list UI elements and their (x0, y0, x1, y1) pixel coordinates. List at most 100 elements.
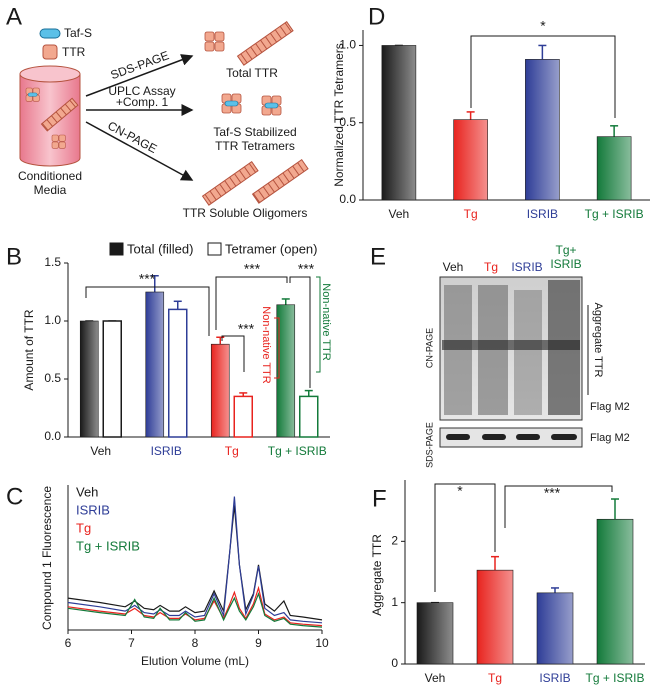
x-tick-label: 8 (192, 636, 199, 650)
x-tick-label: Veh (425, 671, 446, 685)
significance-label: *** (139, 271, 156, 287)
gel-label: SDS-PAGE (424, 422, 434, 468)
bar (476, 569, 514, 665)
band (442, 340, 580, 350)
bar (596, 518, 634, 665)
y-axis-label: Aggregate TTR (370, 534, 384, 616)
significance-bracket (221, 335, 245, 372)
y-axis-label: Compound 1 Fluorescence (40, 486, 54, 630)
lane-label: Veh (443, 260, 464, 274)
y-tick-label: 1.0 (44, 313, 61, 327)
panel-e: E Veh Tg ISRIB Tg+ ISRIB CN-PAGE SDS-PAG… (370, 243, 630, 468)
method-label: UPLC Assay (108, 84, 175, 98)
ttr-icon (42, 44, 58, 60)
significance-bracket (504, 485, 613, 528)
significance-label: *** (244, 261, 261, 277)
legend-label: Tg (76, 520, 91, 535)
significance-label: *** (238, 321, 255, 337)
panel-label: D (368, 3, 385, 30)
bar (233, 395, 253, 438)
tetramer-icon (262, 96, 281, 115)
panel-a: A Taf-S TTR Conditioned Media SDS-PAGE U… (6, 3, 309, 220)
panel-label: F (372, 485, 387, 512)
panel-label: E (370, 243, 386, 270)
panel-label: C (6, 483, 23, 510)
annotation: Non-native TTR (260, 306, 272, 383)
significance-label: *** (544, 485, 561, 501)
lane-label: ISRIB (550, 257, 581, 271)
significance-bracket (434, 483, 496, 592)
source-label: Conditioned (18, 169, 82, 183)
legend-label: Tg + ISRIB (76, 538, 140, 553)
band-label: Flag M2 (590, 432, 630, 444)
output-label: Total TTR (226, 66, 278, 80)
y-tick-label: 0.5 (339, 115, 356, 129)
legend-label: Veh (76, 484, 98, 499)
x-tick-label: Tg + ISRIB (585, 207, 644, 221)
significance-label: * (540, 18, 546, 34)
lane-label: ISRIB (511, 260, 542, 274)
bar (381, 45, 417, 201)
x-tick-label: Tg + ISRIB (585, 671, 644, 685)
y-tick-label: 1 (391, 595, 398, 609)
line-series (67, 591, 323, 628)
lane-smear (514, 290, 542, 415)
line-series (67, 585, 323, 627)
band (551, 434, 577, 440)
bar (416, 602, 454, 665)
oligomer-icon (201, 161, 259, 206)
significance-bracket (470, 35, 616, 118)
y-tick-label: 0.5 (44, 371, 61, 385)
legend-label: Tetramer (open) (225, 241, 317, 256)
x-tick-label: 10 (315, 636, 329, 650)
x-tick-label: Tg (488, 671, 502, 685)
legend-swatch (109, 242, 124, 256)
x-tick-label: ISRIB (151, 444, 182, 458)
oligomer-icon (40, 97, 79, 132)
legend-label: ISRIB (76, 502, 110, 517)
y-tick-label: 0.0 (44, 429, 61, 443)
x-tick-label: 7 (128, 636, 135, 650)
band-label: Aggregate TTR (592, 302, 604, 377)
method-label: SDS-PAGE (109, 48, 171, 82)
x-tick-label: Tg (464, 207, 478, 221)
x-tick-label: Tg (225, 444, 239, 458)
band (516, 434, 540, 440)
x-tick-label: Veh (90, 444, 111, 458)
significance-bracket (316, 276, 321, 373)
bar (536, 592, 574, 665)
x-axis-label: Elution Volume (mL) (141, 654, 249, 668)
legend-label: TTR (62, 45, 86, 59)
source-label: Media (34, 183, 67, 197)
significance-bracket (215, 276, 288, 330)
method-label: +Comp. 1 (116, 95, 169, 109)
y-axis-label: Amount of TTR (22, 309, 36, 390)
arrow (85, 54, 194, 97)
tetramer-icon (204, 31, 225, 52)
x-tick-label: ISRIB (527, 207, 558, 221)
panel-label: B (6, 243, 22, 270)
sds-page-gel (439, 427, 583, 448)
lane-label: Tg (484, 260, 498, 274)
y-axis-label: Normalized TTR Tetramers (332, 43, 346, 187)
bar (79, 320, 99, 438)
x-tick-label: Veh (389, 207, 410, 221)
legend-label: Taf-S (64, 26, 92, 40)
lane-label: Tg+ (555, 243, 576, 257)
legend-swatch (207, 242, 222, 256)
output-label: TTR Tetramers (215, 139, 295, 153)
arrow (85, 121, 194, 181)
gel-label: CN-PAGE (424, 328, 434, 368)
media-tube-top (19, 65, 81, 83)
y-tick-label: 1.0 (339, 38, 356, 52)
bar (299, 395, 319, 438)
bar (453, 119, 488, 201)
significance-label: * (457, 483, 463, 499)
bar (210, 343, 230, 438)
bar (102, 320, 122, 438)
oligomer-icon (236, 21, 294, 66)
legend-label: Total (filled) (127, 241, 193, 256)
oligomer-icon (251, 159, 309, 204)
y-tick-label: 1.5 (44, 255, 61, 269)
